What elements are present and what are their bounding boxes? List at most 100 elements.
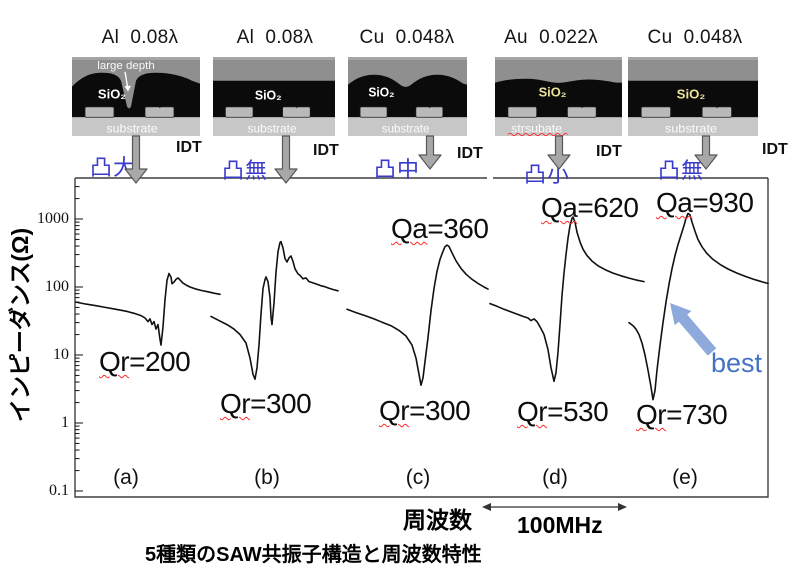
q-annotation-symbol: Qr [379, 395, 410, 426]
substrate-label: strsubate [511, 122, 562, 136]
substrate-layer [72, 117, 200, 136]
idt-label: IDT [176, 139, 202, 156]
bump-label: 凸無 [222, 158, 269, 183]
idt-label: IDT [596, 143, 622, 160]
sio2-label: SiO₂ [677, 87, 706, 102]
idt-electrode [225, 106, 254, 118]
q-annotation-symbol: Qa [541, 192, 578, 223]
sem-image: SiO₂ strsubate [495, 57, 622, 136]
down-arrow-icon [694, 135, 718, 170]
q-annotation: Qr=530 [517, 396, 609, 427]
panel-title: Cu 0.048λ [647, 27, 743, 48]
q-annotation: Qr=730 [636, 399, 728, 430]
y-tick-label: 100 [45, 278, 69, 295]
idt-electrode [415, 106, 444, 118]
best-annotation: best [711, 348, 763, 378]
idt-pointer-arrow-icon [428, 91, 445, 109]
idt-pointer-arrow-icon [295, 91, 312, 109]
bump-label: 凸中 [374, 157, 421, 182]
y-tick-label: 10 [53, 346, 69, 363]
bump-label: 凸大 [90, 155, 137, 180]
y-axis-ticks [75, 186, 83, 492]
substrate-layer [495, 117, 622, 136]
sio2-label: SiO₂ [255, 88, 282, 102]
frequency-scale-label: 100MHz [517, 512, 603, 538]
down-arrow-icon [418, 135, 442, 170]
q-annotation: Qa=930 [656, 187, 754, 218]
y-tick-label: 1 [61, 414, 69, 431]
chart-frame [74, 177, 769, 498]
misspell-underline [507, 132, 568, 136]
impedance-curve-a [75, 272, 221, 346]
substrate-label: substrate [382, 121, 430, 135]
down-arrow-icon [274, 135, 298, 184]
idt-label: IDT [762, 141, 788, 158]
substrate-label: substrate [665, 122, 717, 136]
idt-pointer-arrow-icon [716, 91, 734, 109]
down-arrow-icon [547, 135, 571, 170]
sio2-label: SiO₂ [539, 85, 567, 100]
curve-letter-label: (b) [254, 466, 280, 489]
large-depth-label: large depth [97, 60, 154, 72]
q-annotation: Qr=300 [220, 388, 312, 419]
q-annotation-symbol: Qr [99, 346, 130, 377]
figure-caption: 5種類のSAW共振子構造と周波数特性 [145, 544, 482, 566]
q-annotation-symbol: Qr [636, 399, 667, 430]
x-axis-label: 周波数 [403, 507, 472, 533]
q-annotation: Qr=200 [99, 346, 191, 377]
idt-pointer-arrow-icon [159, 91, 176, 109]
impedance-curve-b [210, 240, 339, 380]
y-tick-label: 0.1 [49, 482, 69, 499]
idt-label: IDT [313, 142, 339, 159]
idt-electrode [144, 106, 175, 118]
panel-title: Al 0.08λ [101, 27, 179, 48]
idt-electrode [84, 106, 115, 118]
curve-letter-label: (a) [113, 466, 139, 489]
idt-electrode [507, 106, 538, 118]
impedance-curve-d [489, 216, 645, 383]
curve-letter-label: (d) [542, 466, 568, 489]
sem-image: SiO₂ substrate large depth [72, 57, 200, 136]
q-annotation-symbol: Qa [391, 213, 428, 244]
idt-electrode [567, 106, 597, 118]
bump-label: 凸無 [658, 158, 705, 183]
y-tick-label: 1000 [37, 210, 69, 227]
sem-image: SiO₂ substrate [213, 57, 335, 136]
curve-letter-label: (c) [405, 466, 431, 489]
substrate-label: substrate [248, 121, 297, 135]
substrate-label: substrate [106, 122, 157, 136]
q-annotation-symbol: Qa [656, 187, 693, 218]
idt-electrode [701, 106, 732, 118]
q-annotation: Qa=620 [541, 192, 639, 223]
q-annotation: Qr=300 [379, 395, 471, 426]
impedance-curve-e [628, 212, 769, 401]
sio2-layer [72, 72, 200, 118]
sio2-label: SiO₂ [98, 87, 126, 102]
idt-electrode [359, 106, 388, 118]
sem-image: SiO₂ substrate [348, 57, 467, 136]
substrate-layer [348, 117, 467, 136]
idt-label: IDT [457, 145, 483, 162]
impedance-curve-c [346, 244, 489, 386]
sio2-label: SiO₂ [368, 85, 394, 99]
idt-electrode [282, 106, 311, 118]
large-depth-arrow-icon [124, 71, 131, 92]
idt-pointer-arrow-icon [581, 91, 598, 109]
q-annotation: Qa=360 [391, 213, 489, 244]
sem-image: SiO₂ substrate [628, 57, 758, 136]
idt-electrode [640, 106, 672, 118]
best-arrow-icon [670, 303, 717, 356]
substrate-layer [628, 117, 758, 136]
y-axis-label: インピーダンス(Ω) [7, 227, 33, 423]
down-arrow-icon [124, 135, 148, 184]
panel-title: Cu 0.048λ [359, 27, 455, 48]
panel-title: Au 0.022λ [504, 27, 598, 48]
q-annotation-symbol: Qr [517, 396, 548, 427]
scale-arrow-icon [482, 503, 627, 511]
q-annotation-symbol: Qr [220, 388, 251, 419]
substrate-layer [213, 117, 335, 136]
curve-letter-label: (e) [672, 466, 698, 489]
panel-title: Al 0.08λ [236, 27, 314, 48]
